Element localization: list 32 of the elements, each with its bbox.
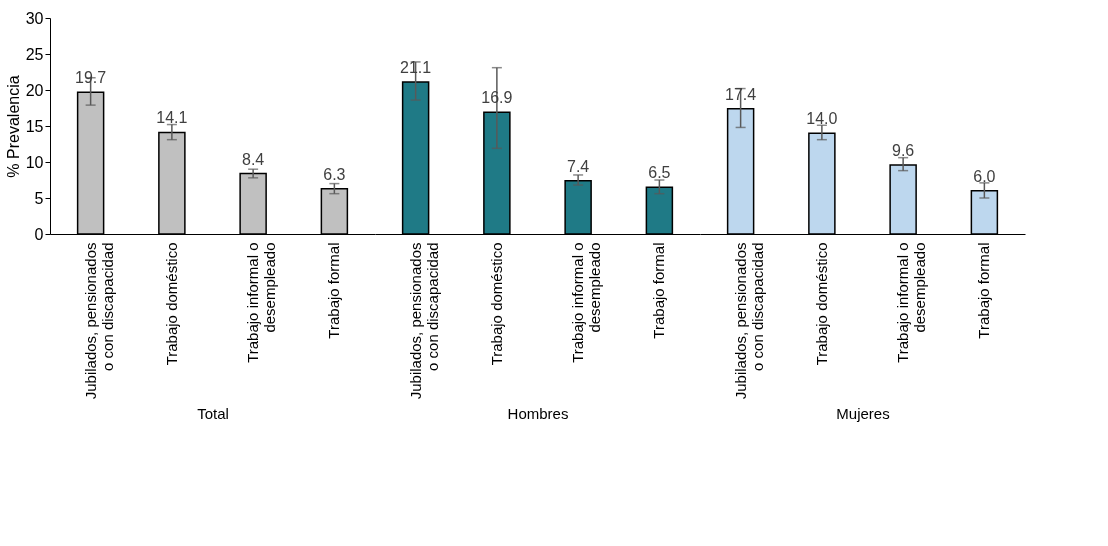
x-axis-title: Total <box>197 405 229 423</box>
data-label: 14.0 <box>806 110 838 128</box>
x-tick-label: Jubilados, pensionados o con discapacidad <box>731 242 766 400</box>
y-tick-label: 15 <box>25 117 44 135</box>
x-tick-label: Trabajo informal o desempleado <box>244 242 279 363</box>
data-label: 9.6 <box>892 141 915 159</box>
y-tick-label: 5 <box>34 189 44 207</box>
data-label: 6.0 <box>973 167 996 185</box>
x-axis-title: Hombres <box>507 405 569 423</box>
x-tick-label: Trabajo doméstico <box>487 242 505 366</box>
x-tick-label: Trabajo formal <box>975 242 993 339</box>
y-tick-label: 0 <box>34 225 44 243</box>
x-tick-label: Trabajo doméstico <box>162 242 180 366</box>
data-label: 14.1 <box>156 109 188 127</box>
x-tick-label: Trabajo doméstico <box>812 242 830 366</box>
data-label: 8.4 <box>242 150 265 168</box>
x-tick-label: Jubilados, pensionados o con discapacidad <box>406 242 441 400</box>
x-tick-label: Trabajo formal <box>325 242 343 339</box>
x-axis-title: Mujeres <box>836 405 890 423</box>
data-label: 19.7 <box>75 69 107 87</box>
x-tick-label: Jubilados, pensionados o con discapacidad <box>81 242 116 400</box>
x-tick-label: Trabajo informal o desempleado <box>894 242 929 363</box>
x-tick-label: Trabajo formal <box>650 242 668 339</box>
data-label: 7.4 <box>567 157 590 175</box>
y-tick-label: 10 <box>25 153 44 171</box>
y-tick-label: 25 <box>25 45 44 63</box>
data-label: 6.3 <box>323 165 346 183</box>
y-tick-label: 30 <box>25 9 44 27</box>
data-label: 6.5 <box>648 164 671 182</box>
y-tick-label: 20 <box>25 81 44 99</box>
y-axis-title: % Prevalencia <box>4 75 22 178</box>
x-tick-label: Trabajo informal o desempleado <box>569 242 604 363</box>
